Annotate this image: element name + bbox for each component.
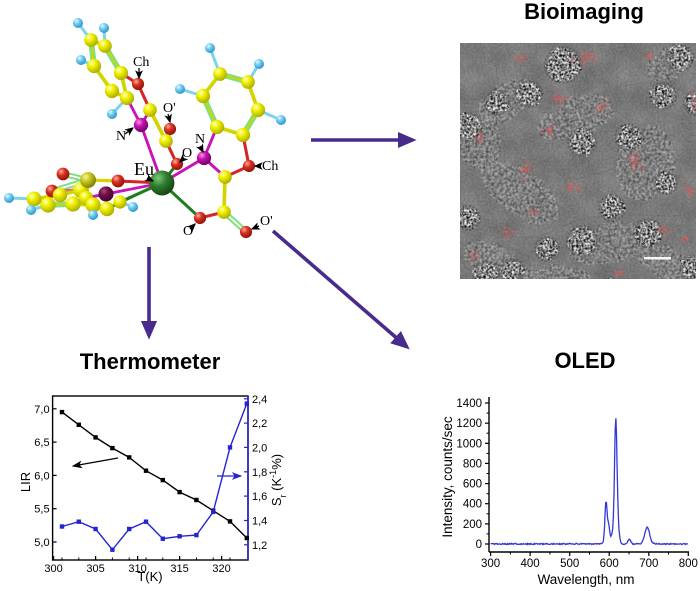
- svg-text:700: 700: [639, 558, 658, 570]
- svg-text:1400: 1400: [456, 398, 482, 410]
- svg-text:400: 400: [521, 558, 540, 570]
- svg-text:Wavelength, nm: Wavelength, nm: [537, 572, 634, 587]
- svg-text:5,5: 5,5: [34, 504, 49, 516]
- svg-text:1,6: 1,6: [252, 491, 267, 503]
- svg-text:800: 800: [679, 558, 698, 570]
- svg-text:0: 0: [476, 539, 482, 551]
- svg-text:320: 320: [212, 563, 230, 575]
- svg-text:7,0: 7,0: [34, 404, 49, 416]
- svg-text:Intensity, counts/sec: Intensity, counts/sec: [440, 416, 455, 538]
- svg-text:N: N: [116, 129, 126, 144]
- svg-text:500: 500: [560, 558, 579, 570]
- svg-text:6,0: 6,0: [34, 470, 49, 482]
- svg-text:Eu: Eu: [134, 159, 154, 179]
- svg-text:400: 400: [463, 499, 482, 511]
- svg-text:Ch: Ch: [262, 159, 278, 174]
- svg-text:O: O: [182, 146, 192, 161]
- svg-text:1,8: 1,8: [252, 467, 267, 479]
- svg-text:1000: 1000: [456, 438, 482, 450]
- svg-text:600: 600: [463, 479, 482, 491]
- svg-text:300: 300: [44, 563, 62, 575]
- svg-text:N: N: [195, 132, 205, 147]
- svg-text:310: 310: [128, 563, 146, 575]
- svg-text:Ch: Ch: [133, 55, 149, 70]
- svg-text:2,0: 2,0: [252, 442, 267, 454]
- svg-text:1,4: 1,4: [252, 516, 267, 528]
- svg-text:T(K): T(K): [137, 569, 162, 584]
- svg-text:O': O': [260, 214, 273, 229]
- svg-text:1200: 1200: [456, 418, 482, 430]
- svg-text:305: 305: [86, 563, 104, 575]
- svg-text:5,0: 5,0: [34, 537, 49, 549]
- svg-text:300: 300: [481, 558, 500, 570]
- svg-text:2,4: 2,4: [252, 394, 267, 406]
- svg-text:600: 600: [600, 558, 619, 570]
- svg-text:O': O': [163, 101, 176, 116]
- svg-text:800: 800: [463, 458, 482, 470]
- svg-text:315: 315: [170, 563, 188, 575]
- svg-text:6,5: 6,5: [34, 437, 49, 449]
- svg-text:1,2: 1,2: [252, 540, 267, 552]
- svg-text:2,2: 2,2: [252, 418, 267, 430]
- svg-text:200: 200: [463, 519, 482, 531]
- svg-text:LIR: LIR: [18, 472, 33, 492]
- svg-text:O: O: [183, 224, 193, 239]
- svg-text:Sr (K-1%): Sr (K-1%): [268, 454, 288, 506]
